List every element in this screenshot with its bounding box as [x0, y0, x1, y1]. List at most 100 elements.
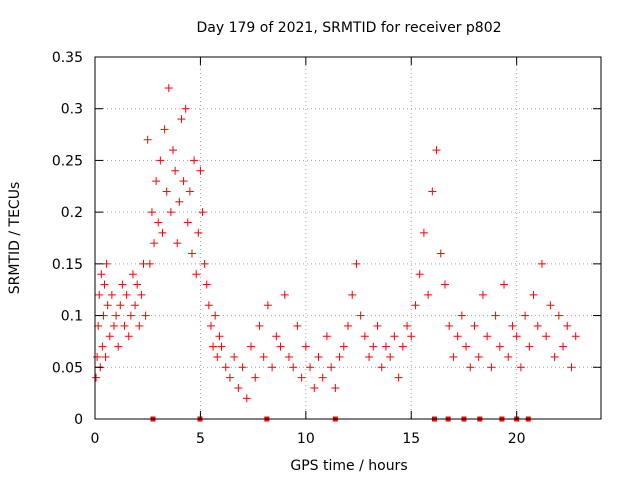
- data-point: [449, 352, 458, 361]
- data-point: [217, 342, 226, 351]
- data-point: [310, 383, 319, 392]
- data-point: [196, 166, 205, 175]
- data-point: [554, 311, 563, 320]
- data-point: [289, 363, 298, 372]
- data-point: [508, 321, 517, 330]
- data-point: [495, 342, 504, 351]
- data-point: [478, 290, 487, 299]
- data-point: [386, 352, 395, 361]
- data-point: [394, 373, 403, 382]
- data-point: [327, 363, 336, 372]
- data-point: [398, 342, 407, 351]
- y-tick-label: 0.25: [52, 153, 83, 169]
- data-point: [194, 228, 203, 237]
- data-point: [390, 332, 399, 341]
- data-point: [445, 321, 454, 330]
- data-point: [280, 290, 289, 299]
- data-point: [215, 332, 224, 341]
- data-point: [293, 321, 302, 330]
- data-point: [225, 373, 234, 382]
- data-point: [116, 301, 125, 310]
- data-point: [135, 321, 144, 330]
- data-point: [154, 218, 163, 227]
- data-point: [143, 135, 152, 144]
- data-point: [462, 342, 471, 351]
- data-point: [107, 290, 116, 299]
- data-point: [169, 146, 178, 155]
- data-point: [120, 321, 129, 330]
- data-point: [432, 146, 441, 155]
- data-point: [537, 259, 546, 268]
- x-tick-label: 10: [297, 431, 315, 447]
- data-point: [171, 166, 180, 175]
- x-tick-label: 0: [91, 431, 100, 447]
- data-point: [213, 352, 222, 361]
- data-point: [230, 352, 239, 361]
- data-point: [200, 259, 209, 268]
- data-point: [284, 352, 293, 361]
- data-point: [381, 342, 390, 351]
- y-tick-label: 0.15: [52, 257, 83, 273]
- data-point: [415, 270, 424, 279]
- data-point: [457, 311, 466, 320]
- data-point: [470, 321, 479, 330]
- data-point: [331, 383, 340, 392]
- y-tick-label: 0.35: [52, 50, 83, 66]
- data-point: [187, 249, 196, 258]
- data-point: [297, 373, 306, 382]
- data-point: [93, 352, 102, 361]
- data-point: [204, 301, 213, 310]
- data-point: [160, 125, 169, 134]
- data-point: [183, 218, 192, 227]
- data-point: [145, 259, 154, 268]
- data-point: [97, 270, 106, 279]
- x-tick-label: 20: [508, 431, 526, 447]
- data-point: [533, 321, 542, 330]
- data-point: [365, 352, 374, 361]
- y-tick-label: 0.3: [61, 102, 83, 118]
- data-points: [92, 84, 580, 403]
- data-point: [474, 352, 483, 361]
- data-point: [542, 332, 551, 341]
- data-point: [436, 249, 445, 258]
- data-point: [259, 352, 268, 361]
- data-point: [209, 342, 218, 351]
- data-point: [360, 332, 369, 341]
- data-point: [247, 342, 256, 351]
- data-point: [251, 373, 260, 382]
- data-point: [206, 321, 215, 330]
- data-point: [344, 321, 352, 330]
- data-point: [521, 311, 530, 320]
- data-point: [276, 342, 285, 351]
- data-point: [92, 373, 101, 382]
- data-point: [483, 332, 492, 341]
- data-point: [112, 311, 121, 320]
- data-point: [221, 363, 230, 372]
- data-point: [512, 332, 521, 341]
- data-point: [185, 187, 194, 196]
- y-tick-label: 0: [74, 412, 83, 428]
- data-point: [491, 311, 500, 320]
- data-point: [190, 156, 199, 165]
- data-point: [571, 332, 580, 341]
- data-point: [175, 197, 184, 206]
- y-axis-label: SRMTID / TECUs: [7, 182, 23, 295]
- data-point: [352, 259, 361, 268]
- data-point: [118, 280, 127, 289]
- y-tick-label: 0.1: [61, 309, 83, 325]
- data-point: [179, 177, 188, 186]
- data-point: [147, 208, 156, 217]
- data-point: [181, 104, 190, 113]
- data-point: [407, 332, 416, 341]
- data-point: [152, 177, 161, 186]
- data-point: [567, 363, 576, 372]
- data-point: [529, 290, 538, 299]
- data-point: [403, 321, 412, 330]
- data-point: [137, 290, 146, 299]
- x-tick-label: 5: [196, 431, 205, 447]
- data-point: [158, 228, 167, 237]
- data-point: [268, 363, 277, 372]
- data-point: [263, 301, 272, 310]
- data-point: [373, 321, 382, 330]
